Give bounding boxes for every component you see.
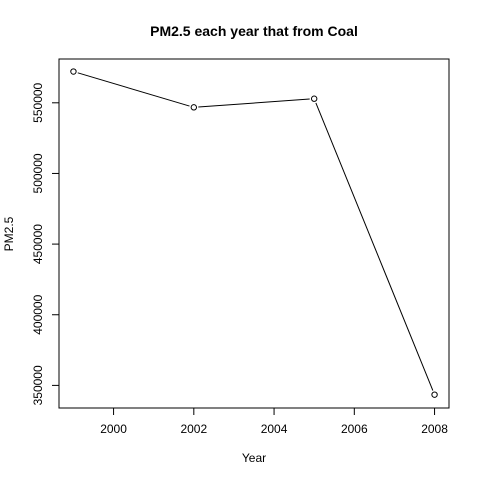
y-tick-label: 500000 [31, 153, 45, 193]
data-point [310, 95, 318, 102]
y-tick-label: 450000 [31, 224, 45, 264]
y-axis: 350000 400000 450000 500000 550000 [31, 82, 60, 405]
data-point [431, 391, 438, 398]
x-tick-label: 2000 [100, 422, 127, 436]
y-tick-label: 350000 [31, 365, 45, 405]
x-tick-label: 2008 [421, 422, 448, 436]
chart-title: PM2.5 each year that from Coal [150, 23, 358, 39]
series-line-segment [77, 72, 190, 107]
x-tick-label: 2004 [261, 422, 288, 436]
y-tick-label: 550000 [31, 82, 45, 122]
y-tick-label: 400000 [31, 294, 45, 334]
x-axis-label: Year [242, 451, 266, 465]
series-line-segment [198, 98, 310, 108]
x-tick-label: 2002 [180, 422, 207, 436]
data-point [190, 104, 198, 111]
x-axis: 2000 2002 2004 2006 2008 [100, 407, 448, 436]
plot-frame [58, 58, 450, 409]
x-tick-label: 2006 [341, 422, 368, 436]
series-line-segment [315, 102, 434, 391]
series-group [70, 68, 438, 398]
data-point [70, 68, 77, 75]
y-axis-label: PM2.5 [2, 216, 16, 251]
